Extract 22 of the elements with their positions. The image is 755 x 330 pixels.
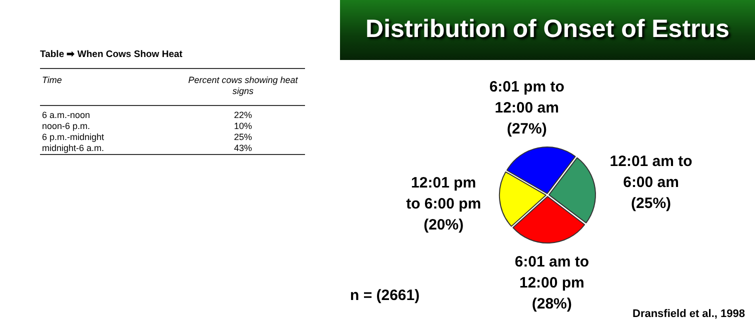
text: Dransfield et al., 1998 [632,308,745,320]
text: noon-6 p.m. [41,121,92,132]
slice-label: 12:01 pm to 6:00 pm [406,174,482,212]
slice-label: 12:01 am to 6:00 am [610,153,692,192]
text: 6 a.m.-noon [41,109,92,121]
text: 25% [232,132,253,143]
chart-title: Distribution of Onset of Estrus [340,0,755,60]
text: 22% [232,109,253,121]
text: n = (2661) [350,287,420,304]
slice-label: 6:01 am to 12:00 pm [514,254,589,292]
text: midnight-6 a.m. [41,143,106,154]
text: 10% [232,121,253,132]
data-label: (27%) [506,120,547,138]
text: Table ➡ When Cows Show Heat [40,48,184,60]
text: 43% [232,143,253,154]
data-label: (25%) [631,195,672,212]
data-label: (28%) [532,296,572,313]
data-label: (20%) [424,216,464,234]
text: 6 p.m.-midnight [41,132,106,143]
text: Time [40,68,181,106]
slice-label: 6:01 pm to 12:00 am [489,78,564,116]
text: Percent cows showing heat signs [181,68,305,106]
